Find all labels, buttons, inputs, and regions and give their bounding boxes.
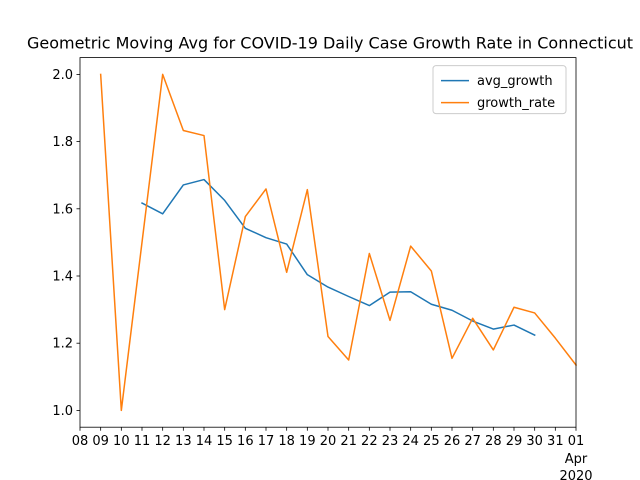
x-tick-label: 28 <box>485 434 502 449</box>
x-tick-label: 01 <box>568 434 585 449</box>
x-tick-label: 21 <box>340 434 357 449</box>
series-line-avg_growth <box>140 178 536 337</box>
legend-label-growth_rate: growth_rate <box>477 96 555 111</box>
x-tick-label: 31 <box>547 434 564 449</box>
x-tick-label: 24 <box>402 434 419 449</box>
x-tick-label: 23 <box>382 434 399 449</box>
x-tick-label: 27 <box>464 434 481 449</box>
x-tick-label: 18 <box>278 434 295 449</box>
y-tick-label: 1.2 <box>52 337 73 352</box>
x-tick-label: 10 <box>113 434 130 449</box>
legend: avg_growth growth_rate <box>432 65 567 115</box>
x-tick-label: 29 <box>506 434 523 449</box>
x-tick-month-label: Apr <box>565 452 588 467</box>
y-tick-label: 1.0 <box>52 404 73 419</box>
x-axis: 08 09 10 11 12 13 14 15 16 17 18 19 20 21 22 23 24 25 26 27… <box>72 427 593 480</box>
x-tick-label: 26 <box>444 434 461 449</box>
x-tick-label: 19 <box>299 434 316 449</box>
x-tick-label: 12 <box>154 434 171 449</box>
y-tick-label: 1.4 <box>52 270 73 285</box>
y-tick-label: 1.8 <box>52 135 73 150</box>
legend-box <box>432 65 567 115</box>
x-tick-label: 13 <box>175 434 192 449</box>
x-tick-label: 25 <box>423 434 440 449</box>
x-tick-label: 15 <box>216 434 233 449</box>
x-tick-label: 20 <box>320 434 337 449</box>
y-tick-label: 2.0 <box>52 68 73 83</box>
x-tick-label: 16 <box>237 434 254 449</box>
x-tick-label: 14 <box>196 434 213 449</box>
y-axis: 1.0 1.2 1.4 1.6 1.8 2.0 <box>52 68 80 419</box>
x-tick-label: 30 <box>526 434 543 449</box>
x-tick-label: 17 <box>258 434 275 449</box>
x-tick-label: 22 <box>361 434 378 449</box>
chart-title: Geometric Moving Avg for COVID-19 Daily … <box>27 34 633 53</box>
legend-label-avg_growth: avg_growth <box>477 74 553 89</box>
y-tick-label: 1.6 <box>52 202 73 217</box>
x-tick-label: 09 <box>92 434 109 449</box>
x-tick-label: 11 <box>134 434 151 449</box>
x-tick-label: 08 <box>72 434 89 449</box>
series-line-growth_rate <box>99 73 578 412</box>
x-tick-year-label: 2020 <box>559 469 592 480</box>
